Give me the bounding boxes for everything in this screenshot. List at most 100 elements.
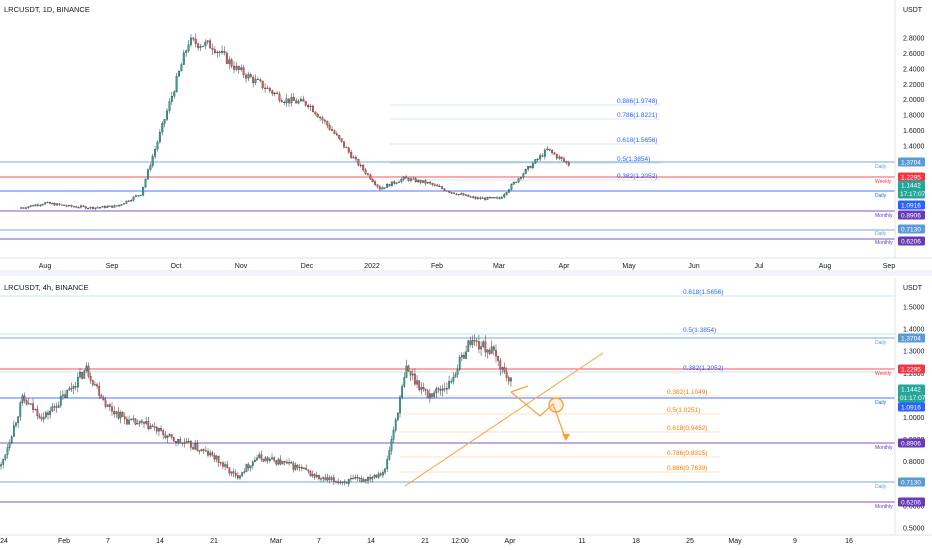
candle	[158, 132, 161, 143]
candle	[495, 349, 497, 357]
candle	[467, 194, 470, 197]
candle	[508, 189, 510, 193]
pane-separator[interactable]	[0, 270, 932, 276]
candle	[323, 119, 326, 122]
time-tick-label: Aug	[819, 263, 832, 270]
candle	[446, 388, 448, 390]
candle	[520, 177, 522, 179]
candle	[563, 158, 565, 162]
candle	[300, 98, 302, 102]
candle	[488, 196, 491, 199]
trend-drawings[interactable]	[404, 352, 604, 487]
candle	[288, 98, 290, 104]
candle	[315, 475, 318, 478]
candle	[343, 141, 345, 148]
candle	[137, 195, 140, 197]
rising-trendline	[404, 352, 604, 487]
candle	[390, 439, 393, 451]
candle	[94, 207, 97, 209]
candle	[266, 87, 269, 89]
price-tick-label: 2.4000	[903, 66, 925, 73]
candle	[185, 441, 188, 444]
top-plot-area[interactable]	[0, 0, 895, 258]
candle	[465, 194, 467, 196]
price-badge	[898, 402, 925, 412]
candle	[374, 181, 377, 185]
candle	[375, 475, 378, 478]
time-tick-label: 21	[421, 538, 429, 545]
candle	[560, 156, 563, 159]
candle	[362, 164, 365, 171]
candle	[454, 374, 457, 378]
candle	[339, 481, 342, 484]
candle	[6, 447, 9, 455]
candle	[424, 180, 427, 184]
time-tick-label: 18	[632, 538, 640, 545]
candle	[217, 455, 220, 463]
candle	[138, 420, 141, 424]
candle	[484, 341, 487, 353]
candle	[424, 388, 427, 391]
candle	[245, 74, 247, 79]
candle	[58, 203, 61, 205]
price-badge	[898, 333, 925, 343]
candle	[364, 169, 367, 174]
candle	[96, 207, 99, 209]
candle	[128, 419, 130, 425]
candle	[373, 475, 376, 478]
candle	[320, 478, 322, 480]
candle	[27, 206, 30, 208]
candle	[102, 397, 105, 401]
candle	[232, 471, 235, 474]
top-price-axis[interactable]: 2.8000 2.6000 2.4000 2.2000 2.0000 1.8000 1.60…	[903, 36, 925, 151]
candle	[510, 377, 512, 382]
candle	[56, 203, 59, 206]
candle	[63, 204, 66, 206]
candle	[482, 341, 485, 347]
candle	[123, 416, 126, 420]
time-tick-label: Apr	[559, 263, 571, 270]
candle	[134, 418, 137, 425]
candle	[426, 181, 429, 184]
candle	[478, 341, 480, 350]
candle	[405, 365, 408, 378]
candle	[243, 471, 246, 473]
bottom-plot-area[interactable]	[0, 278, 895, 535]
retest-circle-marker	[548, 397, 564, 413]
candle	[66, 390, 69, 398]
candle	[418, 380, 421, 390]
price-badge	[898, 172, 925, 182]
candle	[251, 461, 254, 466]
candle	[46, 202, 49, 204]
candle	[113, 205, 116, 208]
price-badge	[898, 236, 925, 246]
price-badge-label: 1.1442	[901, 182, 921, 189]
candle	[473, 340, 476, 342]
candle	[292, 462, 295, 470]
candle	[185, 50, 188, 53]
candle	[262, 458, 265, 462]
candle	[34, 204, 37, 207]
candle	[104, 399, 107, 407]
candle	[75, 206, 78, 208]
candle	[497, 356, 500, 361]
candle	[108, 205, 111, 207]
candle	[501, 367, 504, 370]
candle	[145, 421, 148, 424]
candle	[27, 403, 30, 405]
bottom-chart-panel[interactable]: 0.618(1.5656) 0.5(1.3854) 0.382(1.2052) 0.3…	[0, 278, 932, 545]
candle	[83, 370, 86, 379]
candle	[490, 346, 493, 354]
candle	[132, 196, 135, 201]
candle	[211, 452, 214, 456]
candle	[407, 365, 410, 372]
candle	[80, 205, 82, 208]
top-time-axis[interactable]: Aug Sep Oct Nov Dec 2022 Feb Mar Apr May Jun Jul Aug…	[39, 263, 896, 270]
candle	[79, 371, 81, 378]
candle	[357, 159, 360, 166]
price-badge	[898, 364, 925, 374]
candle	[290, 462, 293, 464]
top-chart-panel[interactable]: 0.886(1.9748) 0.786(1.8221) 0.618(1.5656) 0…	[0, 0, 932, 270]
candle	[51, 203, 54, 205]
bottom-time-axis[interactable]: 24 Feb 7 14 21 Mar 7 14 21 12:00 Apr 11 18 25 May 9 16	[0, 538, 853, 545]
